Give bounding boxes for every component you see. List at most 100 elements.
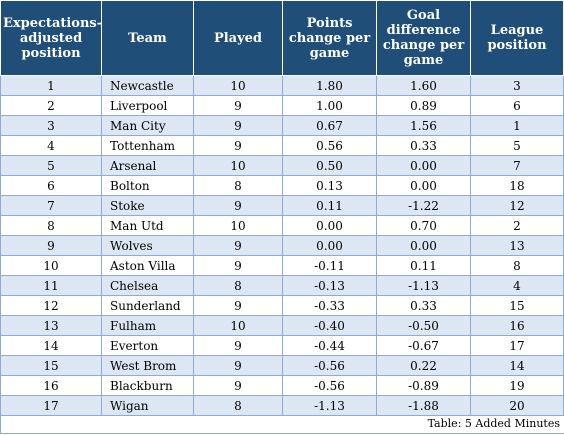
cell-team: Sunderland (101, 295, 194, 316)
cell-team: Newcastle (101, 75, 194, 96)
header-league-position: League position (470, 0, 564, 76)
cell-goal-difference-change: 0.33 (376, 135, 471, 156)
table-row: 11 Chelsea 8 -0.13 -1.13 4 (0, 275, 564, 296)
cell-league-position: 7 (470, 155, 564, 176)
cell-adjusted-position: 13 (0, 315, 102, 336)
cell-team: Arsenal (101, 155, 194, 176)
cell-goal-difference-change: 0.22 (376, 355, 471, 376)
cell-points-change: -0.13 (282, 275, 377, 296)
cell-goal-difference-change: -1.88 (376, 395, 471, 416)
cell-goal-difference-change: -0.89 (376, 375, 471, 396)
cell-league-position: 17 (470, 335, 564, 356)
cell-points-change: 0.13 (282, 175, 377, 196)
table-row: 6 Bolton 8 0.13 0.00 18 (0, 175, 564, 196)
cell-played: 9 (193, 235, 283, 256)
cell-league-position: 8 (470, 255, 564, 276)
cell-team: Bolton (101, 175, 194, 196)
cell-league-position: 14 (470, 355, 564, 376)
cell-adjusted-position: 16 (0, 375, 102, 396)
header-points-change: Points change per game (282, 0, 377, 76)
cell-league-position: 13 (470, 235, 564, 256)
cell-adjusted-position: 9 (0, 235, 102, 256)
cell-played: 9 (193, 255, 283, 276)
cell-team: Liverpool (101, 95, 194, 116)
cell-team: Tottenham (101, 135, 194, 156)
cell-points-change: 0.50 (282, 155, 377, 176)
cell-league-position: 4 (470, 275, 564, 296)
header-played: Played (193, 0, 283, 76)
cell-goal-difference-change: -0.67 (376, 335, 471, 356)
cell-goal-difference-change: 0.33 (376, 295, 471, 316)
cell-team: Aston Villa (101, 255, 194, 276)
cell-goal-difference-change: 0.89 (376, 95, 471, 116)
cell-played: 8 (193, 395, 283, 416)
cell-adjusted-position: 5 (0, 155, 102, 176)
cell-adjusted-position: 12 (0, 295, 102, 316)
cell-team: Wolves (101, 235, 194, 256)
cell-played: 9 (193, 115, 283, 136)
cell-points-change: 1.80 (282, 75, 377, 96)
cell-points-change: 0.56 (282, 135, 377, 156)
cell-played: 10 (193, 215, 283, 236)
cell-played: 9 (193, 95, 283, 116)
cell-league-position: 15 (470, 295, 564, 316)
table-row: 15 West Brom 9 -0.56 0.22 14 (0, 355, 564, 376)
cell-points-change: -0.33 (282, 295, 377, 316)
cell-league-position: 12 (470, 195, 564, 216)
cell-adjusted-position: 6 (0, 175, 102, 196)
cell-goal-difference-change: 0.00 (376, 175, 471, 196)
table-row: 9 Wolves 9 0.00 0.00 13 (0, 235, 564, 256)
cell-league-position: 3 (470, 75, 564, 96)
cell-adjusted-position: 15 (0, 355, 102, 376)
cell-adjusted-position: 14 (0, 335, 102, 356)
cell-goal-difference-change: 0.11 (376, 255, 471, 276)
cell-played: 9 (193, 375, 283, 396)
cell-points-change: 1.00 (282, 95, 377, 116)
header-expectations-adjusted-position: Expectations-adjusted position (0, 0, 102, 76)
cell-goal-difference-change: -1.13 (376, 275, 471, 296)
cell-adjusted-position: 10 (0, 255, 102, 276)
cell-adjusted-position: 1 (0, 75, 102, 96)
cell-team: Stoke (101, 195, 194, 216)
cell-points-change: -1.13 (282, 395, 377, 416)
cell-goal-difference-change: 0.00 (376, 235, 471, 256)
cell-league-position: 5 (470, 135, 564, 156)
cell-points-change: 0.00 (282, 235, 377, 256)
table-row: 5 Arsenal 10 0.50 0.00 7 (0, 155, 564, 176)
cell-adjusted-position: 11 (0, 275, 102, 296)
cell-team: Fulham (101, 315, 194, 336)
cell-points-change: 0.11 (282, 195, 377, 216)
cell-points-change: 0.00 (282, 215, 377, 236)
table-row: 13 Fulham 10 -0.40 -0.50 16 (0, 315, 564, 336)
cell-adjusted-position: 3 (0, 115, 102, 136)
table-header: Expectations-adjusted position Team Play… (0, 0, 564, 76)
header-goal-difference-change: Goal difference change per game (376, 0, 471, 76)
table-row: 7 Stoke 9 0.11 -1.22 12 (0, 195, 564, 216)
cell-played: 9 (193, 355, 283, 376)
cell-goal-difference-change: 1.56 (376, 115, 471, 136)
header-team: Team (101, 0, 194, 76)
cell-adjusted-position: 17 (0, 395, 102, 416)
cell-points-change: -0.44 (282, 335, 377, 356)
cell-played: 8 (193, 175, 283, 196)
cell-adjusted-position: 4 (0, 135, 102, 156)
table-row: 17 Wigan 8 -1.13 -1.88 20 (0, 395, 564, 416)
cell-played: 9 (193, 335, 283, 356)
table-row: 14 Everton 9 -0.44 -0.67 17 (0, 335, 564, 356)
table-body: 1 Newcastle 10 1.80 1.60 3 2 Liverpool 9 1.00 0.89… (0, 75, 564, 416)
cell-team: Chelsea (101, 275, 194, 296)
cell-goal-difference-change: 1.60 (376, 75, 471, 96)
cell-played: 10 (193, 315, 283, 336)
cell-played: 9 (193, 295, 283, 316)
header-row: Expectations-adjusted position Team Play… (0, 0, 564, 76)
cell-team: Wigan (101, 395, 194, 416)
cell-played: 9 (193, 135, 283, 156)
table-row: 3 Man City 9 0.67 1.56 1 (0, 115, 564, 136)
cell-points-change: -0.40 (282, 315, 377, 336)
cell-points-change: 0.67 (282, 115, 377, 136)
cell-goal-difference-change: -1.22 (376, 195, 471, 216)
table-row: 10 Aston Villa 9 -0.11 0.11 8 (0, 255, 564, 276)
cell-adjusted-position: 2 (0, 95, 102, 116)
cell-team: Man City (101, 115, 194, 136)
table-row: 8 Man Utd 10 0.00 0.70 2 (0, 215, 564, 236)
